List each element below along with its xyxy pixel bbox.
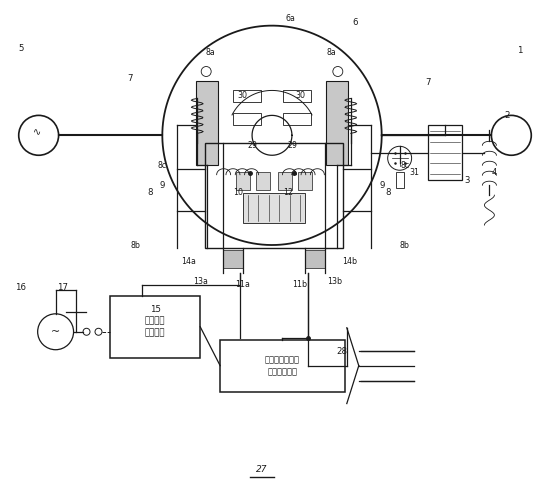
Text: 3: 3 bbox=[465, 176, 470, 184]
Text: 15: 15 bbox=[150, 306, 161, 314]
Text: 8: 8 bbox=[385, 188, 390, 196]
Text: 2: 2 bbox=[504, 111, 510, 120]
Bar bbox=[220, 340, 345, 392]
Text: 8b: 8b bbox=[130, 240, 140, 250]
Bar bbox=[326, 82, 348, 165]
Text: 6: 6 bbox=[352, 18, 358, 27]
Bar bbox=[223, 250, 243, 268]
Bar bbox=[196, 82, 218, 165]
Text: 7: 7 bbox=[425, 78, 430, 87]
Text: 29: 29 bbox=[287, 141, 297, 150]
Bar bbox=[111, 296, 200, 358]
Text: 13a: 13a bbox=[192, 278, 208, 286]
Bar bbox=[256, 172, 270, 190]
Bar bbox=[233, 114, 261, 126]
Text: 绕组电流
励磁电路: 绕组电流 励磁电路 bbox=[145, 316, 166, 338]
Bar bbox=[243, 193, 305, 223]
Text: 5: 5 bbox=[18, 44, 24, 53]
Text: 8c: 8c bbox=[400, 160, 409, 170]
Text: 8a: 8a bbox=[205, 48, 215, 57]
Text: 7: 7 bbox=[128, 74, 133, 83]
Text: ~: ~ bbox=[51, 327, 60, 337]
Text: 11a: 11a bbox=[235, 280, 250, 289]
Text: 14b: 14b bbox=[342, 258, 358, 266]
Text: 29: 29 bbox=[247, 141, 257, 150]
Bar bbox=[298, 172, 312, 190]
Text: 14a: 14a bbox=[181, 258, 196, 266]
Text: 30: 30 bbox=[237, 91, 247, 100]
Bar bbox=[395, 172, 404, 188]
Bar bbox=[233, 90, 261, 102]
Text: 6a: 6a bbox=[285, 14, 295, 23]
Bar bbox=[283, 114, 311, 126]
Text: 28: 28 bbox=[336, 347, 347, 356]
Text: 12: 12 bbox=[283, 188, 293, 196]
Text: 4: 4 bbox=[492, 168, 497, 176]
Bar bbox=[205, 144, 343, 248]
Text: 8a: 8a bbox=[327, 48, 337, 57]
Text: 8: 8 bbox=[147, 188, 153, 196]
Text: 9: 9 bbox=[160, 180, 165, 190]
Text: 8c: 8c bbox=[158, 160, 167, 170]
Text: 13b: 13b bbox=[327, 278, 342, 286]
Bar bbox=[305, 250, 325, 268]
Text: 10: 10 bbox=[233, 188, 243, 196]
Text: 1: 1 bbox=[516, 46, 522, 55]
Text: 制动施加时保持
电流设定机构: 制动施加时保持 电流设定机构 bbox=[265, 355, 300, 376]
Text: 11b: 11b bbox=[293, 280, 307, 289]
Bar bbox=[283, 90, 311, 102]
Bar bbox=[427, 126, 463, 180]
Text: 27: 27 bbox=[256, 465, 268, 474]
Text: 9: 9 bbox=[379, 180, 384, 190]
Text: 8b: 8b bbox=[400, 240, 410, 250]
Text: 16: 16 bbox=[15, 284, 26, 292]
Bar bbox=[236, 172, 250, 190]
Text: ∿: ∿ bbox=[32, 128, 41, 138]
Text: 30: 30 bbox=[295, 91, 305, 100]
Text: 17: 17 bbox=[57, 284, 68, 292]
Bar bbox=[278, 172, 292, 190]
Text: 31: 31 bbox=[410, 168, 420, 176]
